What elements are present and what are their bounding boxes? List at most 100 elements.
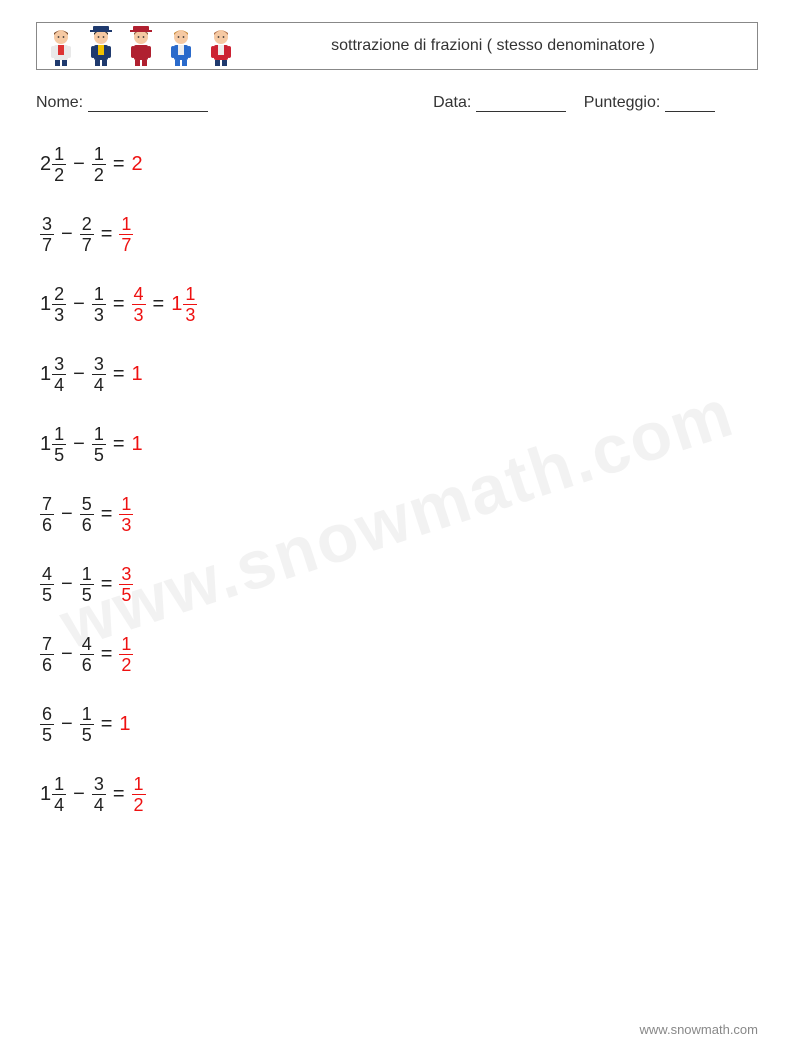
fraction: 34 <box>92 355 106 394</box>
problem-row: 76−56 = 13 <box>40 492 758 536</box>
operand-value: 15 <box>80 565 94 604</box>
fraction: 12 <box>119 635 133 674</box>
fraction: 46 <box>80 635 94 674</box>
score-field: Punteggio: <box>584 94 715 112</box>
minus-sign: − <box>73 783 85 806</box>
operand-value: 76 <box>40 495 54 534</box>
person-vest-icon <box>45 26 77 66</box>
fraction: 23 <box>52 285 66 324</box>
operand-value: 45 <box>40 565 54 604</box>
fraction: 12 <box>92 145 106 184</box>
fraction: 34 <box>92 775 106 814</box>
problem-row: 76−46 = 12 <box>40 632 758 676</box>
problems-list: 212−12=237−27=17123−13=43=113134−34=1115… <box>40 142 758 816</box>
fraction: 76 <box>40 635 54 674</box>
minus-sign: − <box>61 573 73 596</box>
minus-sign: − <box>73 293 85 316</box>
operand-value: 34 <box>92 355 106 394</box>
minus-sign: − <box>61 503 73 526</box>
problem-row: 134−34 = 1 <box>40 352 758 396</box>
fraction: 35 <box>119 565 133 604</box>
equals-sign: = <box>113 153 125 176</box>
fraction: 12 <box>132 775 146 814</box>
person-attend-icon <box>125 26 157 66</box>
operand-value: 212 <box>40 145 66 184</box>
score-label: Punteggio: <box>584 94 661 111</box>
operand-value: 15 <box>80 705 94 744</box>
fraction: 65 <box>40 705 54 744</box>
fraction: 15 <box>80 565 94 604</box>
equals-sign: = <box>113 293 125 316</box>
fraction: 15 <box>80 705 94 744</box>
minus-sign: − <box>61 223 73 246</box>
answer-value: 35 <box>119 565 133 604</box>
operand-value: 34 <box>92 775 106 814</box>
person-red-icon <box>205 26 237 66</box>
operand-value: 56 <box>80 495 94 534</box>
equals-sign: = <box>113 783 125 806</box>
person-blue-icon <box>165 26 197 66</box>
answer-value: 113 <box>171 285 197 324</box>
fraction: 14 <box>52 775 66 814</box>
person-pilot-icon <box>85 26 117 66</box>
header-icons <box>45 26 237 66</box>
answer-value: 2 <box>132 153 143 176</box>
equals-sign: = <box>101 573 113 596</box>
operand-value: 134 <box>40 355 66 394</box>
name-field: Nome: <box>36 94 433 112</box>
operand-value: 12 <box>92 145 106 184</box>
answer-value: 13 <box>119 495 133 534</box>
operand-value: 123 <box>40 285 66 324</box>
answer-value: 12 <box>119 635 133 674</box>
fraction: 45 <box>40 565 54 604</box>
meta-row: Nome: Data: Punteggio: <box>36 94 758 112</box>
fraction: 12 <box>52 145 66 184</box>
operand-value: 13 <box>92 285 106 324</box>
operand-value: 15 <box>92 425 106 464</box>
minus-sign: − <box>61 713 73 736</box>
equals-sign: = <box>113 363 125 386</box>
worksheet-page: sottrazione di frazioni ( stesso denomin… <box>0 0 794 816</box>
problem-row: 115−15 = 1 <box>40 422 758 466</box>
operand-value: 65 <box>40 705 54 744</box>
answer-value: 1 <box>132 433 143 456</box>
operand-value: 76 <box>40 635 54 674</box>
problem-row: 37−27 = 17 <box>40 212 758 256</box>
answer-value: 17 <box>119 215 133 254</box>
fraction: 15 <box>92 425 106 464</box>
problem-row: 65−15=1 <box>40 702 758 746</box>
minus-sign: − <box>73 433 85 456</box>
date-label: Data: <box>433 94 471 111</box>
operand-value: 114 <box>40 775 66 814</box>
answer-value: 43 <box>132 285 146 324</box>
name-blank[interactable] <box>88 96 208 112</box>
problem-row: 123−13=43=113 <box>40 282 758 326</box>
problem-row: 114−34 = 12 <box>40 772 758 816</box>
fraction: 17 <box>119 215 133 254</box>
problem-row: 45−15 = 35 <box>40 562 758 606</box>
equals-sign: = <box>101 503 113 526</box>
header-box: sottrazione di frazioni ( stesso denomin… <box>36 22 758 70</box>
answer-value: 1 <box>119 713 130 736</box>
fraction: 13 <box>92 285 106 324</box>
fraction: 76 <box>40 495 54 534</box>
fraction: 34 <box>52 355 66 394</box>
fraction: 13 <box>119 495 133 534</box>
operand-value: 115 <box>40 425 66 464</box>
minus-sign: − <box>73 363 85 386</box>
equals-sign: = <box>153 293 165 316</box>
score-blank[interactable] <box>665 96 715 112</box>
equals-sign: = <box>101 223 113 246</box>
equals-sign: = <box>101 643 113 666</box>
fraction: 56 <box>80 495 94 534</box>
date-field: Data: <box>433 94 566 112</box>
minus-sign: − <box>73 153 85 176</box>
answer-value: 1 <box>132 363 143 386</box>
operand-value: 27 <box>80 215 94 254</box>
date-blank[interactable] <box>476 96 566 112</box>
minus-sign: − <box>61 643 73 666</box>
equals-sign: = <box>113 433 125 456</box>
fraction: 13 <box>183 285 197 324</box>
answer-value: 12 <box>132 775 146 814</box>
operand-value: 37 <box>40 215 54 254</box>
